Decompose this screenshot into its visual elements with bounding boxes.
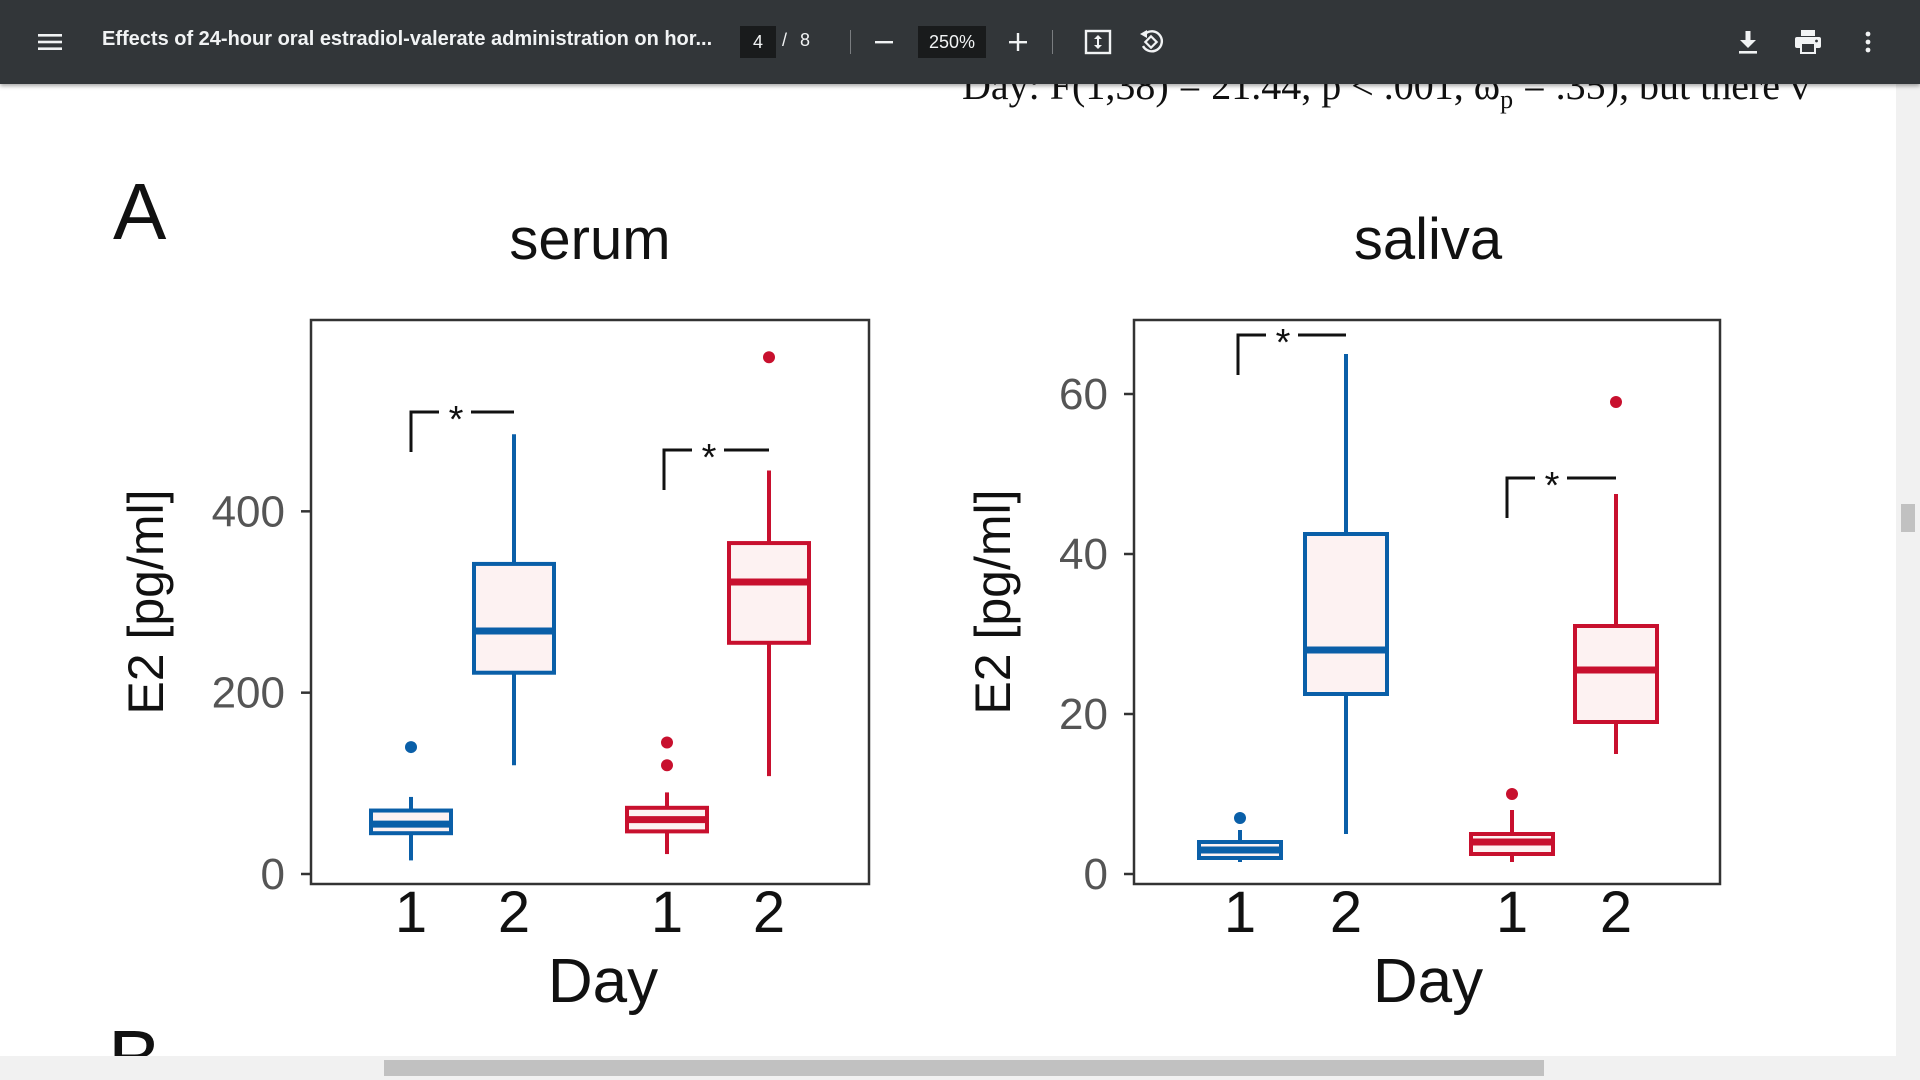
y-tick-label: 0 [261,850,285,899]
significance-bracket: * [409,399,514,452]
toolbar-divider [1052,30,1053,54]
significance-bracket: * [1236,322,1346,375]
box-plot [369,741,453,861]
horizontal-scrollbar[interactable] [0,1056,1920,1080]
body-text-fragment: Day: F(1,38) = 21.44, p < .001, ωp = .35… [962,84,1811,114]
vertical-scrollbar[interactable] [1896,84,1920,1056]
outlier-point [1506,788,1518,800]
y-tick-label: 40 [1059,530,1108,579]
vertical-scroll-thumb[interactable] [1901,504,1915,532]
page-separator: / [782,30,788,50]
document-title: Effects of 24-hour oral estradiol-valera… [102,28,713,50]
box-plot [1197,812,1283,862]
page-total: 8 [800,30,811,50]
x-tick-label: 2 [753,880,785,945]
plot-frame [1132,318,1722,886]
box [472,561,556,675]
menu-icon[interactable] [30,22,70,62]
significance-bracket: * [1505,465,1616,518]
y-tick-label: 400 [212,487,285,536]
serum-chart: serum E2 [pg/ml] 0 200 400 1 2 1 2 Day * * [118,207,871,1016]
box-plot [1469,788,1555,862]
outlier-point [661,759,673,772]
box-plot [727,351,811,777]
significance-star: * [1545,465,1560,507]
x-axis-label: Day [548,947,658,1016]
page-number-input[interactable] [740,26,776,58]
y-axis-label: E2 [pg/ml] [118,489,174,714]
fit-page-icon[interactable] [1078,22,1118,62]
plot-frame [309,318,871,886]
x-tick-label: 1 [395,880,427,945]
significance-bracket: * [662,437,769,490]
x-tick-label: 1 [1496,880,1528,945]
more-options-icon[interactable] [1848,22,1888,62]
box-plot [1303,354,1389,834]
outlier-point [661,736,673,749]
significance-star: * [1276,322,1291,364]
x-axis-label: Day [1373,947,1483,1016]
y-tick-label: 200 [212,669,285,718]
x-tick-label: 1 [1224,880,1256,945]
download-icon[interactable] [1728,22,1768,62]
outlier-point [1234,812,1246,824]
x-tick-label: 2 [498,880,530,945]
zoom-in-icon[interactable] [998,22,1038,62]
chart-title: serum [509,207,670,272]
box-plot [472,434,556,766]
significance-star: * [449,399,464,441]
box [1573,624,1659,724]
y-tick-label: 0 [1084,850,1108,899]
x-tick-label: 2 [1330,880,1362,945]
bracket-left [1505,476,1535,518]
outlier-point [1610,396,1622,408]
zoom-out-icon[interactable] [864,22,904,62]
horizontal-scroll-thumb[interactable] [384,1060,1544,1076]
rotate-icon[interactable] [1131,22,1171,62]
y-tick-label: 20 [1059,690,1108,739]
box-plot [1573,396,1659,754]
pdf-toolbar: Effects of 24-hour oral estradiol-valera… [0,0,1920,84]
outlier-point [405,741,417,754]
bracket-left [662,448,692,490]
y-axis-label: E2 [pg/ml] [965,489,1021,714]
panel-label-a: A [113,167,167,256]
y-tick-label: 60 [1059,370,1108,419]
bracket-left [409,410,439,452]
document-viewport[interactable]: Day: F(1,38) = 21.44, p < .001, ωp = .35… [0,84,1896,1056]
x-tick-label: 2 [1600,880,1632,945]
chart-title: saliva [1354,207,1503,272]
x-tick-label: 1 [651,880,683,945]
toolbar-divider [850,30,851,54]
outlier-point [763,351,775,364]
bracket-left [1236,333,1266,375]
significance-star: * [702,437,717,479]
box [1303,532,1389,696]
panel-label-b: B [108,1014,161,1056]
zoom-level-input[interactable] [918,26,986,58]
box [727,541,811,645]
box-plot [625,736,709,855]
print-icon[interactable] [1788,22,1828,62]
